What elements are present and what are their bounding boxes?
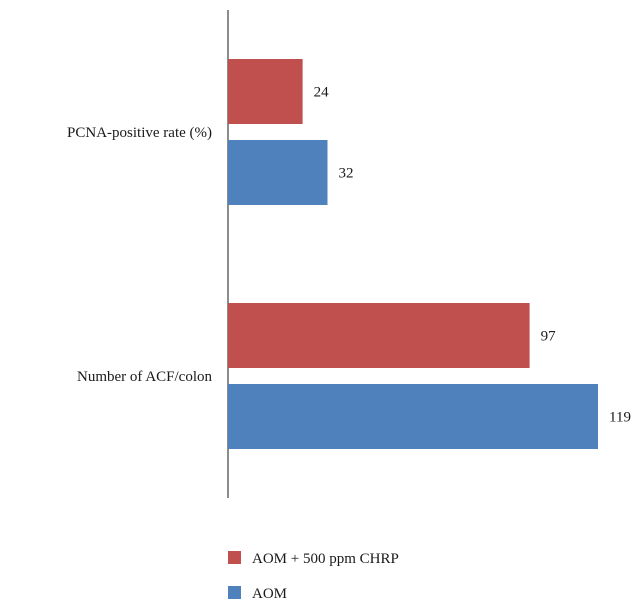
value-label-aom-number-of-acf-colon: 119 [609,410,631,426]
legend: AOM + 500 ppm CHRP AOM [228,551,399,602]
legend-swatch-aom-500-ppm-chrp [228,551,241,564]
bar-aom-pcna-positive-rate [228,140,328,205]
category-label-number-of-acf-colon: Number of ACF/colon [77,369,212,385]
bar-aom-500-ppm-chrp-pcna-positive-rate [228,59,303,124]
bar-aom-500-ppm-chrp-number-of-acf-colon [228,303,530,368]
value-label-aom-pcna-positive-rate: 32 [338,166,353,182]
category-labels-group: PCNA-positive rate (%) Number of ACF/colo… [67,125,212,385]
category-label-pcna-positive-rate: PCNA-positive rate (%) [67,125,212,141]
bar-aom-number-of-acf-colon [228,384,598,449]
value-label-aom-500-ppm-chrp-pcna-positive-rate: 24 [314,85,330,101]
legend-label-aom-500-ppm-chrp: AOM + 500 ppm CHRP [252,551,399,567]
legend-swatch-aom [228,586,241,599]
value-labels-group: 24 32 97 119 [314,85,631,426]
legend-label-aom: AOM [252,586,287,602]
bars-group [228,59,598,449]
value-label-aom-500-ppm-chrp-number-of-acf-colon: 97 [541,329,557,345]
